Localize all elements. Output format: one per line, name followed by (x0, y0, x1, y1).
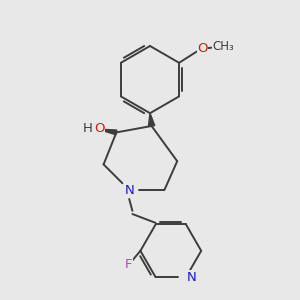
Text: H: H (82, 122, 92, 135)
Text: O: O (197, 42, 208, 55)
Polygon shape (148, 113, 155, 126)
Text: CH₃: CH₃ (212, 40, 234, 53)
Text: O: O (94, 122, 105, 135)
Text: N: N (124, 184, 134, 196)
Text: N: N (187, 271, 196, 284)
Polygon shape (98, 129, 117, 135)
Text: F: F (124, 258, 132, 271)
